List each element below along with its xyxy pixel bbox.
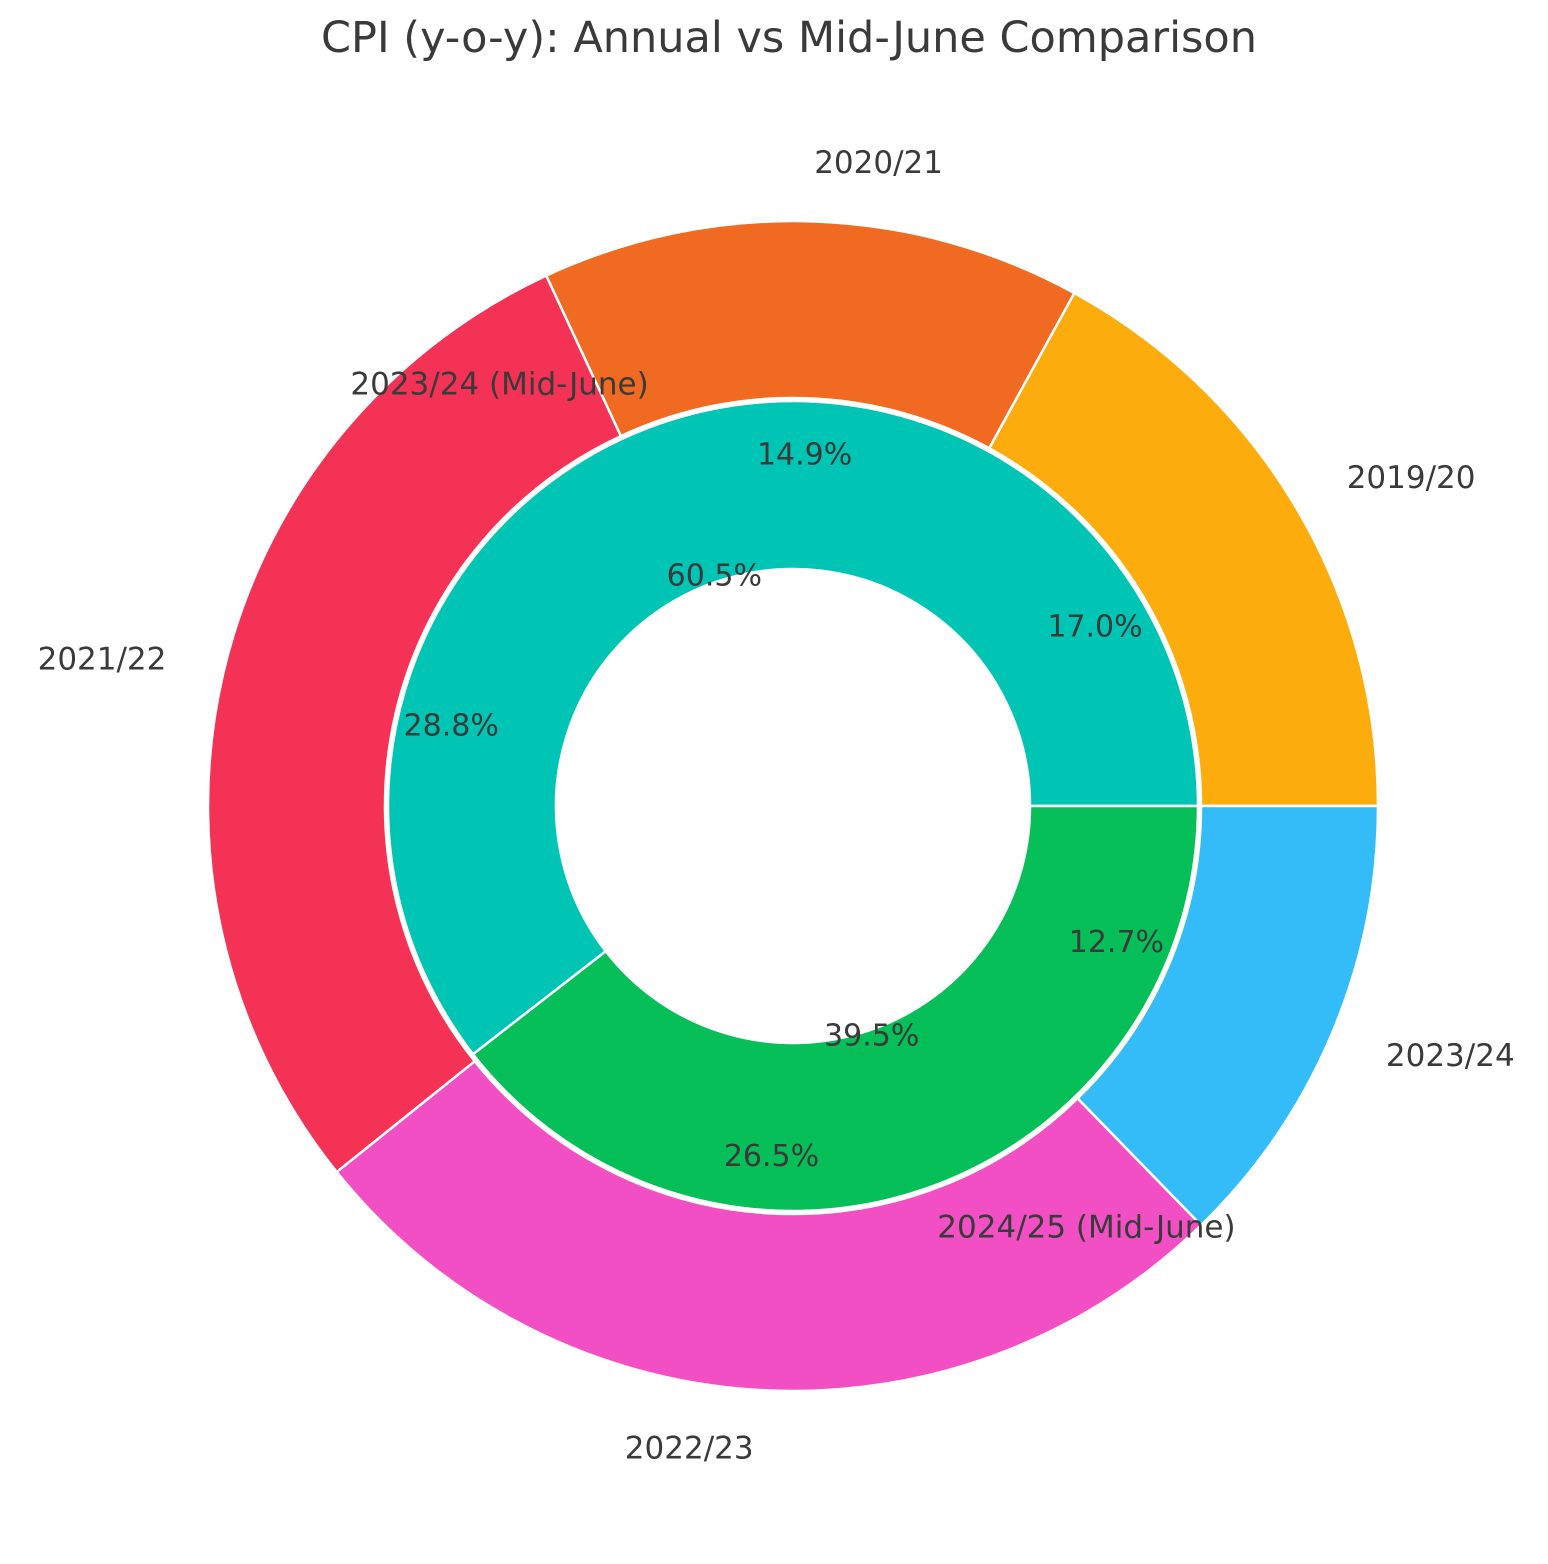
wedge-2023-24-mid-june (386, 399, 1200, 1056)
slice-label-2024-25-mid-june: 2024/25 (Mid-June) (937, 1210, 1235, 1246)
wedge-2020-21 (544, 219, 1076, 450)
pct-label-2021-22: 28.8% (404, 709, 499, 744)
chart-title: CPI (y-o-y): Annual vs Mid-June Comparis… (321, 13, 1257, 63)
slice-label-2023-24-mid-june: 2023/24 (Mid-June) (350, 367, 648, 403)
wedge-2022-23 (335, 1060, 1203, 1393)
pct-label-2020-21: 14.9% (757, 438, 852, 473)
slice-label-2019-20: 2019/20 (1347, 460, 1476, 496)
slice-label-2021-22: 2021/22 (38, 642, 167, 678)
pct-label-2023-24: 12.7% (1069, 925, 1164, 960)
slice-label-2023-24: 2023/24 (1386, 1038, 1515, 1074)
wedges-layer (206, 219, 1380, 1393)
labels-layer: 2019/20 17.0% 2020/21 14.9% 2021/22 28.8% 2022… (38, 145, 1515, 1466)
pct-label-2023-24-mid-june: 60.5% (667, 559, 762, 594)
pct-label-2022-23: 26.5% (724, 1139, 819, 1174)
wedge-2019-20 (987, 291, 1380, 808)
slice-label-2022-23: 2022/23 (625, 1430, 754, 1466)
slice-label-2020-21: 2020/21 (814, 145, 943, 181)
wedge-2023-24 (1076, 804, 1380, 1227)
wedge-2021-22 (206, 274, 623, 1174)
pct-label-2019-20: 17.0% (1047, 610, 1142, 645)
wedge-2024-25-mid-june (471, 804, 1200, 1213)
pct-label-2024-25-mid-june: 39.5% (824, 1018, 919, 1053)
